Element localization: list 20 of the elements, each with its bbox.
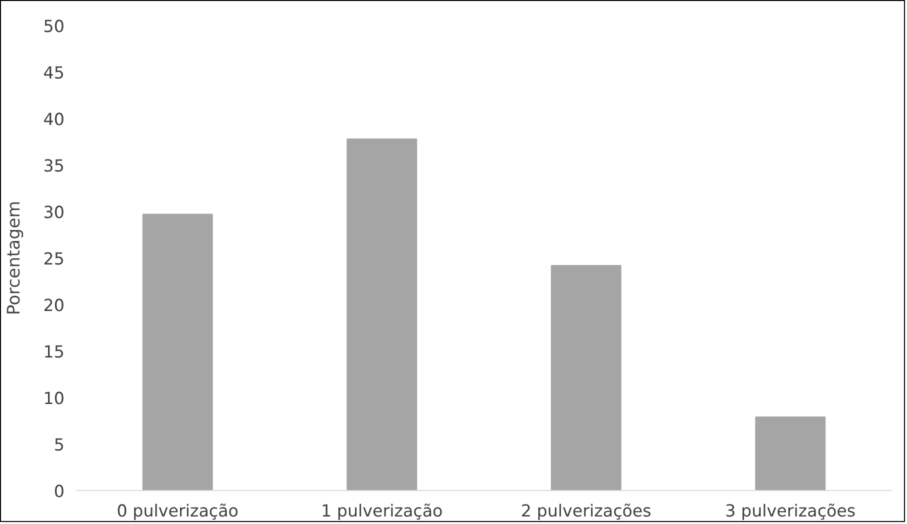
x-tick-label: 0 pulverização — [116, 502, 238, 520]
x-tick-label: 1 pulverização — [321, 502, 443, 520]
y-tick-label: 20 — [43, 296, 65, 315]
y-tick-label: 35 — [43, 156, 65, 176]
y-tick-label: 10 — [43, 389, 65, 408]
bar — [142, 214, 213, 490]
bar — [755, 416, 826, 490]
bar — [550, 264, 622, 490]
bar — [346, 138, 418, 490]
x-tick-label: 3 pulverizações — [725, 502, 856, 520]
y-tick-label: 30 — [43, 203, 65, 222]
y-tick-label: 5 — [54, 436, 65, 454]
x-tick-label: 2 pulverizações — [520, 502, 652, 520]
y-axis-title: Porcentagem — [4, 200, 24, 316]
y-tick-label: 25 — [43, 250, 65, 268]
y-tick-label: 50 — [43, 17, 65, 36]
y-tick-label: 0 — [54, 482, 65, 501]
y-tick-label: 15 — [43, 342, 65, 362]
y-tick-label: 40 — [43, 110, 65, 129]
y-tick-label: 45 — [43, 64, 65, 82]
